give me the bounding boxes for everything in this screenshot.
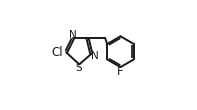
Text: S: S xyxy=(75,63,82,73)
Text: F: F xyxy=(117,65,124,78)
Text: N: N xyxy=(69,30,77,40)
Text: N: N xyxy=(91,51,98,61)
Text: Cl: Cl xyxy=(51,46,63,59)
